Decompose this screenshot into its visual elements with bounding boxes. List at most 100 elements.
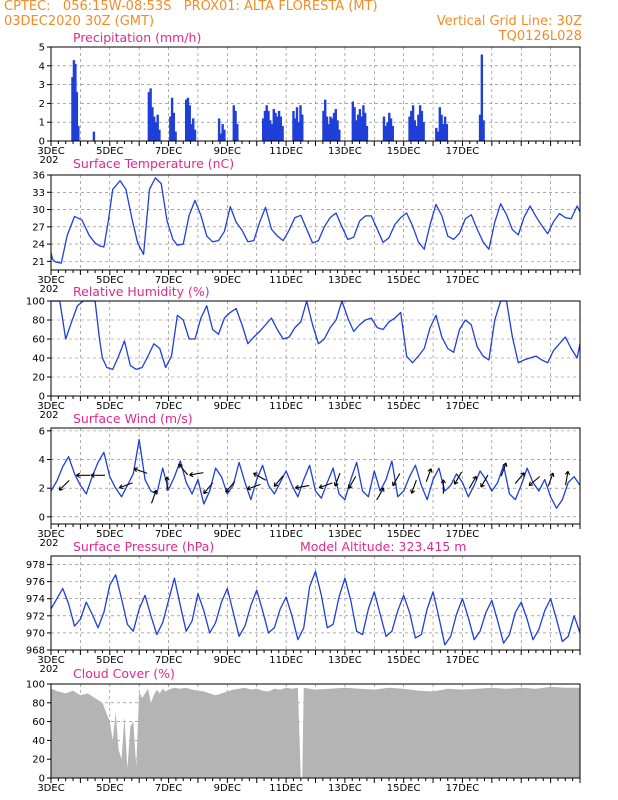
precip-bar	[338, 129, 341, 141]
panel-title: Relative Humidity (%)	[73, 284, 210, 299]
precip-bar	[301, 114, 304, 141]
precip-bar	[279, 116, 283, 141]
x-tick-label: 11DEC	[269, 529, 303, 540]
wind-arrow-head	[189, 474, 194, 478]
wind-arrow-head	[334, 483, 339, 487]
precip-bar	[438, 107, 442, 141]
precip-bar	[149, 88, 152, 141]
precip-bar	[445, 124, 449, 141]
precip-bar	[294, 118, 297, 141]
y-tick-label: 0	[39, 392, 45, 403]
x-tick-label: 5DEC	[96, 783, 123, 794]
wind-arrow-head	[119, 487, 124, 490]
precip-bar	[265, 105, 268, 141]
wind-arrow	[348, 476, 357, 489]
precip-bar	[435, 127, 438, 141]
x-tick-label: 11DEC	[269, 401, 303, 412]
wind-arrow	[150, 489, 158, 504]
precip-bar	[410, 110, 413, 141]
precip-bar	[331, 118, 334, 141]
wind-arrow	[392, 473, 401, 487]
x-tick-label: 13DEC	[328, 401, 362, 412]
wind-arrow	[133, 467, 148, 474]
precip-bar	[408, 116, 411, 141]
precip-bar	[261, 118, 265, 141]
y-tick-label: 3	[39, 80, 45, 91]
precip-bar	[188, 105, 191, 141]
wind-arrow-head	[528, 481, 531, 486]
x-tick-label: 17DEC	[446, 783, 480, 794]
precip-bar	[169, 116, 172, 141]
precip-bar	[417, 114, 420, 141]
wind-arrow	[480, 474, 489, 488]
precip-bar	[263, 110, 267, 141]
x-tick-label: 13DEC	[328, 275, 362, 286]
y-tick-label: 970	[26, 628, 45, 639]
wind-arrow	[500, 462, 508, 477]
precip-bar	[154, 122, 158, 141]
series-line	[51, 300, 581, 371]
wind-arrow-shaft	[150, 490, 157, 504]
x-tick-label: 3DEC	[37, 275, 64, 286]
x-tick-label: 15DEC	[387, 655, 421, 666]
precip-bar	[223, 129, 226, 141]
wind-arrow-shaft	[58, 479, 70, 491]
precip-bar	[269, 120, 272, 141]
precip-bar	[170, 97, 174, 141]
wind-arrow	[90, 472, 106, 478]
precip-bar	[332, 112, 336, 141]
x-tick-label: 17DEC	[446, 146, 480, 157]
wind-arrow-head	[480, 484, 485, 488]
y-tick-label: 100	[26, 297, 45, 308]
cloud-cover-area	[51, 686, 580, 778]
precip-bar	[217, 118, 221, 141]
wind-arrow-head	[520, 472, 525, 475]
precip-bar	[276, 116, 279, 141]
y-tick-label: 2	[39, 99, 45, 110]
x-tick-label: 9DEC	[214, 783, 241, 794]
x-year-stub: 202	[39, 155, 58, 166]
header-grid-note: Vertical Grid Line: 30Z	[436, 14, 582, 29]
wind-arrow-head	[164, 476, 168, 481]
precip-bar	[391, 125, 394, 141]
precip-bar	[440, 114, 443, 141]
precip-bar	[270, 124, 274, 141]
wind-arrow	[453, 471, 463, 485]
wind-arrow-head	[454, 481, 459, 485]
y-tick-label: 36	[32, 171, 45, 182]
wind-arrow-shaft	[253, 472, 266, 481]
wind-arrow-head	[203, 491, 208, 495]
x-tick-label: 9DEC	[214, 529, 241, 540]
precip-bar	[292, 110, 295, 141]
wind-arrow-shaft	[514, 472, 525, 484]
x-tick-label: 5DEC	[96, 146, 123, 157]
precip-bar	[158, 129, 161, 141]
wind-arrow-head	[225, 490, 230, 493]
wind-arrow-head	[178, 464, 180, 469]
wind-arrow	[376, 487, 385, 501]
wind-arrow-head	[472, 475, 477, 479]
wind-arrow-shaft	[376, 487, 385, 501]
wind-arrow	[118, 482, 133, 490]
precip-bar	[77, 125, 80, 141]
precip-bar	[156, 114, 159, 141]
x-tick-label: 3DEC	[37, 529, 64, 540]
y-tick-label: 4	[39, 455, 45, 466]
wind-arrow	[225, 481, 236, 493]
y-tick-label: 974	[26, 594, 45, 605]
wind-arrow-head	[564, 470, 569, 475]
precip-bar	[480, 54, 484, 141]
x-tick-label: 5DEC	[96, 275, 123, 286]
wind-arrow-shaft	[133, 468, 148, 474]
x-tick-label: 5DEC	[96, 401, 123, 412]
precip-bar	[152, 116, 156, 141]
wind-arrow	[164, 476, 170, 491]
precip-bar	[299, 105, 302, 141]
wind-arrow-head	[529, 484, 534, 487]
precip-bar	[353, 107, 356, 141]
wind-arrow-head	[348, 486, 353, 489]
precip-bar	[219, 133, 223, 141]
x-year-stub: 202	[39, 538, 58, 549]
wind-arrow-head	[246, 485, 251, 490]
precip-bar	[184, 99, 188, 141]
